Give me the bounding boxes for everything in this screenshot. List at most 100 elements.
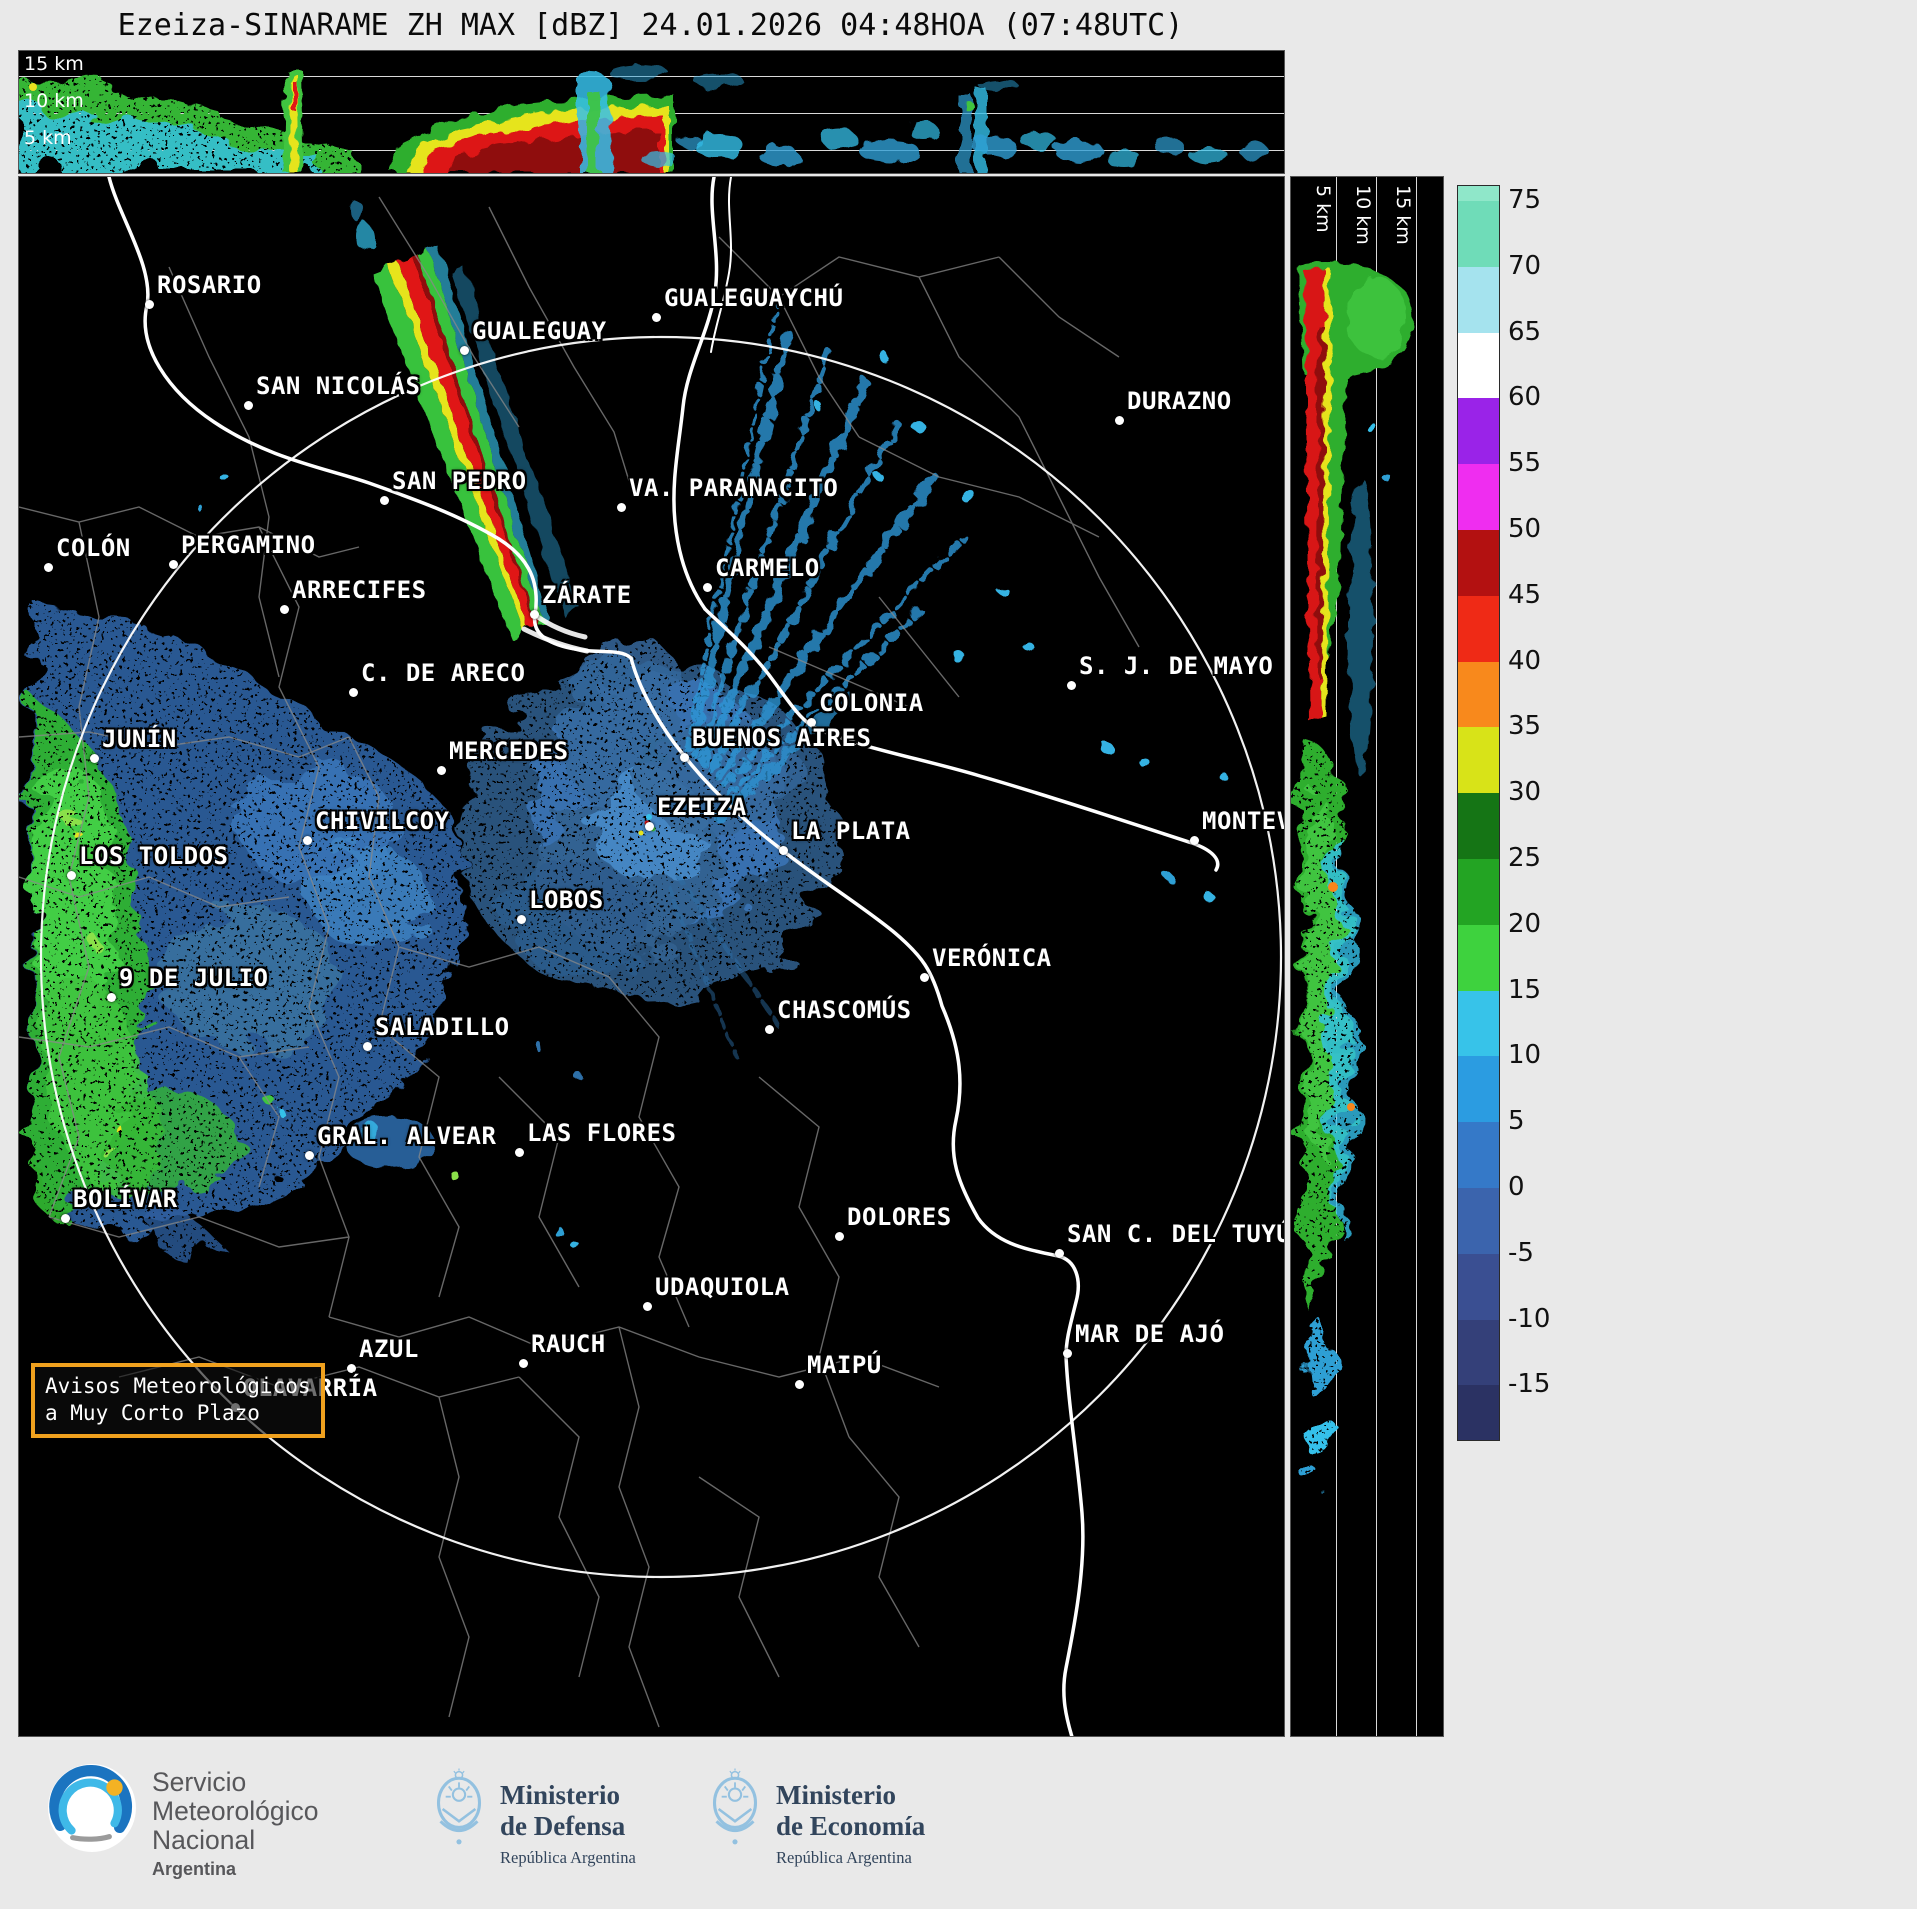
- echo-ne-streaks: [667, 295, 967, 1059]
- xz-left-column: [283, 69, 303, 173]
- city-label: GUALEGUAY: [472, 317, 607, 345]
- altitude-label: 10 km: [1352, 185, 1374, 245]
- colorbar-segment: [1458, 529, 1499, 596]
- city-dot: [1190, 836, 1199, 845]
- city-dot: [779, 846, 788, 855]
- colorbar-tick-label: -10: [1508, 1303, 1551, 1334]
- city-label: DOLORES: [847, 1203, 952, 1231]
- colorbar-segment: [1458, 595, 1499, 662]
- colorbar-segment: [1458, 1187, 1499, 1254]
- city-label: BUENOS AIRES: [692, 724, 872, 752]
- city-label: AZUL: [359, 1335, 419, 1363]
- city-label: LOBOS: [529, 886, 604, 914]
- city-label: ZÁRATE: [542, 581, 632, 609]
- city-label: DURAZNO: [1127, 387, 1232, 415]
- colorbar-tick-label: -5: [1508, 1237, 1534, 1268]
- economia-line2: de Economía: [776, 1811, 926, 1841]
- echo-beam: [351, 201, 579, 639]
- colorbar-segment: [1458, 990, 1499, 1057]
- city-dot: [363, 1042, 372, 1051]
- city-dot: [835, 1232, 844, 1241]
- city-label: JUNÍN: [102, 725, 177, 753]
- echo-central: [459, 634, 839, 1002]
- xz-west-echo: [19, 77, 349, 173]
- smn-line2: Meteorológico: [152, 1796, 319, 1826]
- altitude-label: 15 km: [1392, 185, 1414, 245]
- city-label: ROSARIO: [157, 271, 262, 299]
- city-dot: [530, 610, 539, 619]
- city-dot: [703, 583, 712, 592]
- colorbar-segment: [1458, 661, 1499, 728]
- city-dot: [347, 1364, 356, 1373]
- top-xsection-graphics: [19, 65, 1269, 173]
- city-label: SALADILLO: [375, 1013, 510, 1041]
- city-dot: [617, 503, 626, 512]
- city-dot: [1067, 681, 1076, 690]
- xz-mid-column: [579, 69, 611, 173]
- colorbar-tick-label: 30: [1508, 777, 1542, 808]
- admin-boundaries: [19, 196, 1140, 1728]
- top-xsection-panel: 15 km 10 km 5 km: [18, 50, 1285, 174]
- city-label: PERGAMINO: [181, 531, 316, 559]
- colorbar-tick-label: 15: [1508, 974, 1542, 1005]
- city-dot: [807, 718, 816, 727]
- colorbar-tick-label: 25: [1508, 843, 1542, 873]
- city-label: MERCEDES: [449, 737, 569, 765]
- city-dot: [280, 605, 289, 614]
- city-label: UDAQUIOLA: [655, 1273, 790, 1301]
- colorbar-segment: [1458, 1056, 1499, 1123]
- colorbar-tick-label: 60: [1508, 382, 1542, 413]
- city-dot: [643, 1302, 652, 1311]
- city-dot: [680, 753, 689, 762]
- echo-misc: [196, 473, 1214, 1249]
- radar-map-graphics: [19, 177, 1283, 1736]
- colorbar-segment: [1458, 201, 1499, 267]
- city-label: LA PLATA: [791, 817, 911, 845]
- city-dot: [652, 313, 661, 322]
- altitude-label: 15 km: [24, 53, 84, 75]
- colorbar-tick-label: 40: [1508, 645, 1542, 676]
- defensa-line2: de Defensa: [500, 1811, 626, 1841]
- colorbar-tick-label: -15: [1508, 1369, 1551, 1400]
- altitude-label: 5 km: [24, 127, 72, 149]
- city-label: S. J. DE MAYO: [1079, 652, 1274, 680]
- city-label: COLÓN: [56, 534, 131, 562]
- city-label: CARMELO: [715, 554, 820, 582]
- colorbar-tick-label: 65: [1508, 316, 1542, 347]
- city-dot: [61, 1214, 70, 1223]
- yz-south-column: [1301, 737, 1351, 1485]
- echo-ne-dots: [815, 352, 1228, 781]
- city-dot: [349, 688, 358, 697]
- city-label: VERÓNICA: [932, 944, 1052, 972]
- colorbar-cap-bottom: [1458, 1385, 1499, 1440]
- city-label: ARRECIFES: [292, 576, 427, 604]
- colorbar-segment: [1458, 1319, 1499, 1386]
- city-layer: ROSARIO GUALEGUAYCHÚ GUALEGUAY SAN NICOLÁS D…: [19, 177, 1284, 1736]
- defensa-line1: Ministerio: [500, 1780, 620, 1810]
- smn-line1: Servicio: [152, 1767, 247, 1797]
- defensa-wordmark: Ministerio de Defensa República Argentin…: [500, 1780, 636, 1868]
- city-label: RAUCH: [531, 1330, 606, 1358]
- economia-line1: Ministerio: [776, 1780, 896, 1810]
- city-label: MAR DE AJÓ: [1075, 1320, 1225, 1348]
- city-dot: [765, 1025, 774, 1034]
- city-dot: [460, 346, 469, 355]
- city-dot: [437, 766, 446, 775]
- colorbar-ticks: 75 70 65 60 55 50 45 40 35 30 25 20 15 10 5 0 -5 -10 -15: [1508, 185, 1578, 1441]
- city-label: 9 DE JULIO: [119, 964, 269, 992]
- city-dot: [920, 973, 929, 982]
- city-label: LOS TOLDOS: [79, 842, 229, 870]
- city-dot: [67, 871, 76, 880]
- city-dot: [515, 1148, 524, 1157]
- xz-storm-wedge: [391, 95, 674, 173]
- city-label: EZEIZA: [657, 793, 747, 821]
- city-dot: [1115, 416, 1124, 425]
- smn-line3: Nacional: [152, 1825, 256, 1855]
- colorbar-segment: [1458, 858, 1499, 925]
- yz-storm-column: [1299, 262, 1413, 777]
- city-label: COLONIA: [819, 689, 924, 717]
- radar-map-panel: ROSARIO GUALEGUAYCHÚ GUALEGUAY SAN NICOLÁS D…: [18, 176, 1285, 1737]
- city-label: CHIVILCOY: [315, 807, 450, 835]
- colorbar-segment: [1458, 398, 1499, 465]
- city-dot: [305, 1151, 314, 1160]
